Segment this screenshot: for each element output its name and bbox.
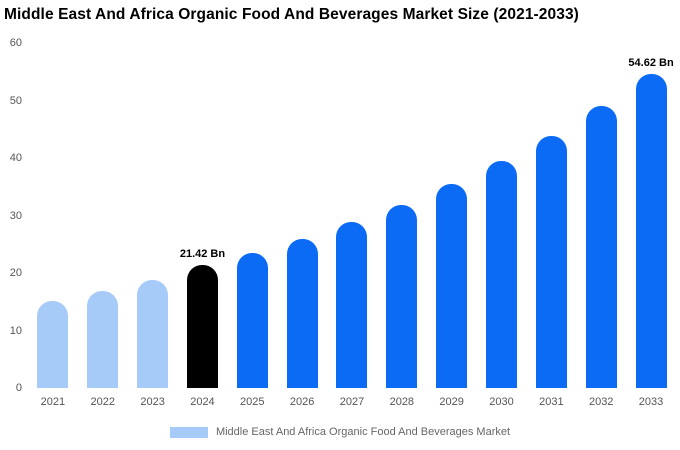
bar-slot: 2022	[78, 43, 128, 408]
y-tick-label: 40	[9, 152, 22, 164]
x-tick-label: 2023	[140, 396, 165, 408]
x-tick-label: 2024	[190, 396, 215, 408]
bar-slot: 21.42 Bn 2024	[178, 43, 228, 408]
bar-slot: 2028	[377, 43, 427, 408]
bar-slot: 2025	[227, 43, 277, 408]
y-tick-label: 10	[9, 324, 22, 337]
bar-2033	[635, 74, 667, 388]
bar-2027	[336, 222, 368, 388]
bar-slot: 2023	[128, 43, 178, 408]
y-tick-label: 20	[9, 267, 22, 279]
legend: Middle East And Africa Organic Food And …	[0, 426, 680, 438]
chart-title: Middle East And Africa Organic Food And …	[4, 6, 579, 23]
x-tick-label: 2028	[389, 396, 415, 408]
x-tick-label: 2033	[638, 396, 664, 408]
x-tick-label: 2030	[489, 396, 514, 408]
bar-2032	[585, 106, 617, 388]
x-tick-label: 2021	[40, 396, 66, 408]
x-tick-label: 2032	[588, 396, 614, 408]
bar-slot: 2030	[477, 43, 527, 408]
bar-slot: 2026	[277, 43, 327, 408]
bar-value-label: 54.62 Bn	[628, 57, 674, 69]
bar-2030	[486, 161, 518, 388]
x-tick-label: 2031	[539, 396, 564, 408]
bar-slot: 2031	[526, 43, 576, 408]
x-tick-label: 2022	[90, 396, 115, 408]
bar-slot: 2027	[327, 43, 377, 408]
bar-2026	[286, 239, 318, 388]
bar-2022	[87, 291, 119, 388]
bar-slot: 2029	[427, 43, 477, 408]
bar-2023	[137, 280, 169, 388]
bars-area: 2021 2022 2023 21.42 Bn 2024 2025 2026 2027 2028…	[28, 43, 676, 408]
y-tick-label: 50	[9, 94, 22, 107]
bar-value-label: 21.42 Bn	[179, 248, 226, 260]
legend-swatch	[169, 426, 208, 438]
y-tick-label: 60	[9, 37, 22, 49]
bar-2021	[37, 301, 69, 388]
y-tick-label: 30	[9, 209, 22, 222]
x-tick-label: 2027	[339, 396, 365, 408]
bar-slot: 2032	[576, 43, 626, 408]
y-axis: 0 10 20 30 40 50 60	[0, 37, 24, 394]
x-tick-label: 2029	[439, 396, 464, 408]
bar-2029	[436, 184, 468, 388]
bar-2028	[386, 205, 418, 388]
bar-slot: 54.62 Bn 2033	[626, 43, 676, 408]
y-tick-label: 0	[15, 382, 22, 394]
legend-label: Middle East And Africa Organic Food And …	[215, 426, 511, 438]
x-tick-label: 2026	[289, 396, 315, 408]
bar-2024	[186, 265, 218, 388]
x-tick-label: 2025	[240, 396, 265, 408]
bar-slot: 2021	[28, 43, 78, 408]
bar-2031	[535, 136, 567, 388]
bar-2025	[236, 253, 268, 388]
plot-area: 0 10 20 30 40 50 60 2021 2022 2023 21.42 Bn 2024 20…	[0, 37, 676, 408]
